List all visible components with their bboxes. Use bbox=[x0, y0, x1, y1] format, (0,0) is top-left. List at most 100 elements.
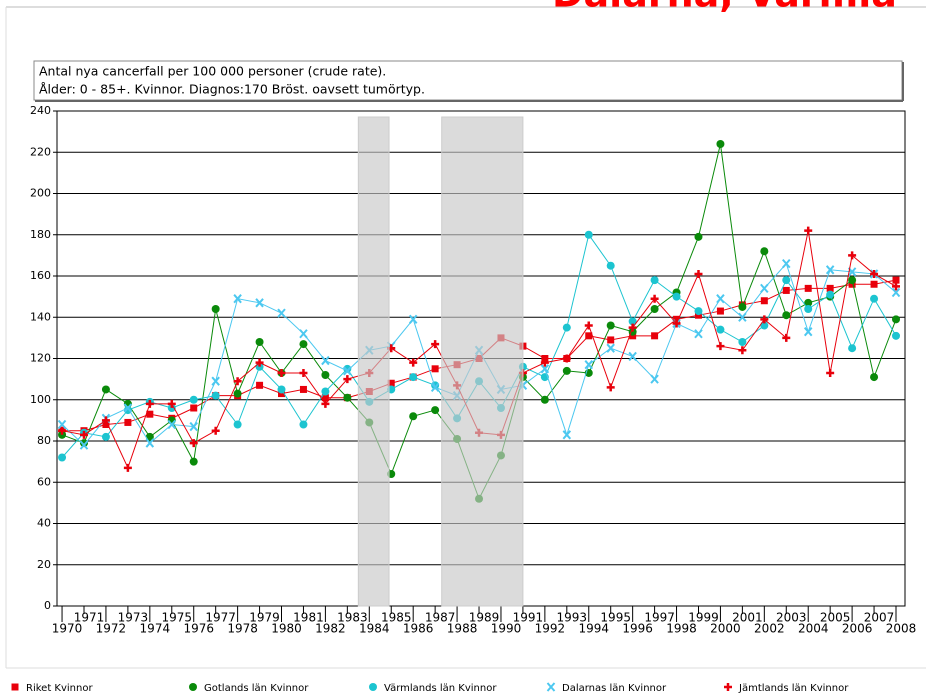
marker bbox=[408, 314, 418, 324]
marker bbox=[299, 420, 308, 429]
marker bbox=[540, 358, 549, 367]
marker bbox=[629, 332, 637, 340]
marker bbox=[804, 284, 812, 292]
x-tick-label: 2007 bbox=[864, 611, 895, 625]
marker bbox=[145, 438, 155, 448]
highlight-band bbox=[357, 116, 390, 607]
marker bbox=[278, 390, 286, 398]
marker bbox=[321, 399, 330, 408]
marker bbox=[892, 331, 901, 340]
marker bbox=[211, 305, 220, 313]
y-tick-label: 160 bbox=[30, 269, 51, 282]
x-tick-label: 1979 bbox=[249, 611, 280, 625]
marker bbox=[650, 276, 659, 285]
marker bbox=[79, 440, 89, 450]
x-tick-label: 1982 bbox=[315, 622, 346, 636]
legend-label: Gotlands län Kvinnor bbox=[204, 683, 309, 694]
y-tick-label: 120 bbox=[30, 352, 51, 365]
marker bbox=[233, 377, 242, 386]
marker bbox=[607, 336, 615, 344]
x-tick-label: 1971 bbox=[74, 611, 105, 625]
marker bbox=[694, 307, 703, 316]
marker bbox=[782, 276, 791, 285]
y-tick-label: 0 bbox=[44, 599, 51, 612]
marker bbox=[189, 395, 198, 404]
x-tick-label: 1992 bbox=[535, 622, 566, 636]
marker bbox=[606, 261, 615, 270]
x-tick-label: 2004 bbox=[798, 622, 829, 636]
marker bbox=[124, 418, 132, 426]
marker bbox=[189, 421, 198, 432]
marker bbox=[190, 404, 198, 412]
marker bbox=[431, 365, 439, 373]
marker bbox=[167, 399, 176, 408]
marker bbox=[299, 368, 308, 377]
marker bbox=[803, 327, 813, 337]
marker bbox=[102, 421, 110, 428]
x-tick-label: 1987 bbox=[425, 611, 456, 625]
marker bbox=[628, 351, 637, 362]
legend-label: Jämtlands län Kvinnor bbox=[738, 683, 849, 694]
marker bbox=[211, 376, 220, 386]
marker bbox=[738, 338, 747, 346]
marker bbox=[848, 280, 856, 288]
marker bbox=[606, 321, 615, 330]
marker bbox=[321, 394, 329, 402]
marker bbox=[606, 383, 615, 392]
marker bbox=[804, 226, 813, 235]
x-tick-label: 1974 bbox=[140, 622, 171, 636]
x-tick-label: 1995 bbox=[600, 611, 631, 625]
marker bbox=[409, 358, 418, 367]
marker bbox=[672, 292, 681, 301]
marker bbox=[650, 374, 659, 384]
x-tick-label: 1970 bbox=[52, 622, 83, 636]
marker bbox=[430, 382, 440, 393]
x-tick-label: 1980 bbox=[271, 622, 302, 636]
x-tick-label: 2003 bbox=[776, 611, 807, 625]
marker bbox=[848, 344, 857, 353]
marker bbox=[804, 305, 813, 313]
marker bbox=[343, 393, 352, 402]
marker bbox=[826, 284, 834, 292]
marker bbox=[716, 140, 725, 148]
marker bbox=[716, 325, 725, 334]
y-tick-label: 80 bbox=[37, 434, 51, 447]
x-tick-label: 2000 bbox=[710, 622, 741, 636]
marker bbox=[606, 343, 615, 353]
marker bbox=[277, 385, 286, 394]
marker bbox=[145, 399, 154, 408]
marker bbox=[409, 373, 418, 382]
marker bbox=[146, 410, 154, 418]
legend-label: Värmlands län Kvinnor bbox=[384, 683, 497, 694]
marker bbox=[255, 358, 264, 367]
marker bbox=[584, 321, 593, 330]
marker bbox=[58, 426, 67, 435]
marker bbox=[760, 247, 769, 256]
marker bbox=[694, 311, 702, 319]
x-tick-label: 1983 bbox=[337, 611, 368, 625]
x-tick-label: 2005 bbox=[820, 611, 851, 625]
marker bbox=[540, 395, 549, 404]
marker bbox=[123, 403, 133, 413]
x-tick-label: 1978 bbox=[227, 622, 258, 636]
x-tick-label: 1994 bbox=[578, 622, 609, 636]
legend-marker bbox=[189, 683, 197, 691]
x-tick-label: 1976 bbox=[183, 622, 214, 636]
subtitle: Ålder: 0 - 85+. Kvinnor. Diagnos:170 Brö… bbox=[39, 82, 425, 97]
marker bbox=[694, 329, 703, 339]
marker bbox=[892, 315, 901, 324]
marker bbox=[562, 354, 571, 363]
marker bbox=[189, 457, 198, 466]
marker bbox=[431, 381, 440, 390]
marker bbox=[57, 419, 67, 430]
x-tick-label: 2002 bbox=[754, 622, 785, 636]
x-tick-label: 1993 bbox=[557, 611, 588, 625]
marker bbox=[343, 364, 352, 373]
x-tick-label: 1996 bbox=[622, 622, 653, 636]
marker bbox=[585, 332, 593, 340]
marker bbox=[694, 269, 703, 278]
x-tick-label: 1977 bbox=[205, 611, 236, 625]
marker bbox=[892, 276, 900, 284]
marker bbox=[58, 453, 67, 462]
x-tick-label: 2001 bbox=[732, 611, 763, 625]
